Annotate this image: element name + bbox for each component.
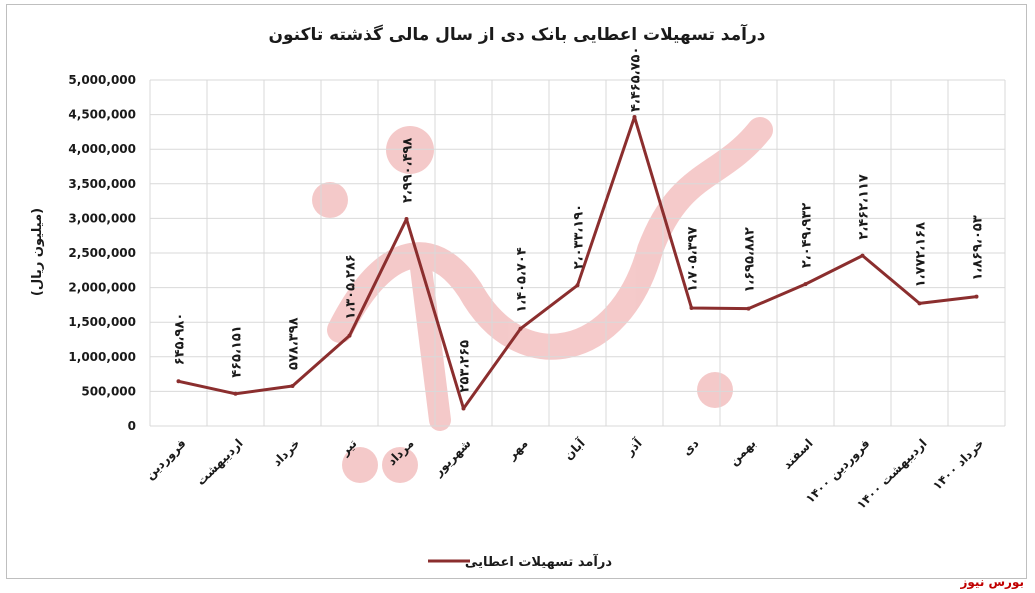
legend-label: درآمد تسهیلات اعطایی [465, 553, 612, 570]
x-category-label: شهریور [430, 436, 474, 480]
plot-series [176, 114, 979, 411]
x-category-label: آذر [621, 435, 645, 459]
watermark-dot [697, 372, 733, 408]
series-point [575, 283, 580, 288]
series-point [404, 217, 409, 222]
watermark-dot [382, 447, 418, 483]
series-point [461, 406, 466, 411]
chart-frame [6, 4, 1027, 579]
data-label: ۱،۸۶۹،۰۵۳ [971, 215, 986, 280]
x-category-label: دی [680, 436, 702, 458]
y-tick-label: 4,000,000 [68, 142, 136, 156]
y-tick-label: 1,500,000 [68, 315, 136, 329]
data-label: ۶۴۵،۹۸۰ [173, 313, 188, 366]
data-label: ۴،۴۶۵،۷۵۰ [629, 47, 644, 112]
chart-title: درآمد تسهیلات اعطایی بانک دی از سال مالی… [268, 23, 765, 45]
y-tick-label: 4,500,000 [68, 108, 136, 122]
data-labels: ۶۴۵،۹۸۰ ۴۶۵،۱۵۱ ۵۷۸،۳۹۸ ۱،۳۰۵،۲۸۶ ۲،۹۹۰،۴۹۸ ۲… [173, 47, 986, 393]
data-label: ۲۵۳،۲۶۵ [458, 340, 473, 393]
y-tick-label: 2,500,000 [68, 246, 136, 260]
series-point [689, 305, 694, 310]
series-point [176, 379, 181, 384]
y-axis-ticks: 0 500,000 1,000,000 1,500,000 2,000,000 2,500… [68, 73, 136, 433]
x-category-label: فروردین [143, 436, 190, 483]
series-point [233, 391, 238, 396]
data-label: ۲،۰۳۳،۱۹۰ [572, 204, 587, 269]
x-category-label: خرداد ۱۴۰۰ [930, 436, 987, 493]
series-point [860, 253, 865, 258]
watermark-dot [342, 447, 378, 483]
series-point [803, 282, 808, 287]
series-point [290, 383, 295, 388]
watermark-logo [312, 117, 773, 483]
x-category-label: بهمن [727, 436, 759, 468]
legend: درآمد تسهیلات اعطایی [428, 553, 612, 570]
y-tick-label: 2,000,000 [68, 281, 136, 295]
data-label: ۱،۷۰۵،۳۹۷ [686, 227, 701, 292]
y-tick-label: 500,000 [81, 384, 136, 398]
series-point [347, 333, 352, 338]
data-label: ۵۷۸،۳۹۸ [287, 317, 302, 370]
x-category-label: مهر [504, 436, 531, 463]
data-label: ۴۶۵،۱۵۱ [230, 325, 245, 378]
data-label: ۲،۹۹۰،۴۹۸ [401, 138, 416, 203]
x-category-label: آبان [560, 435, 588, 463]
y-tick-label: 1,000,000 [68, 350, 136, 364]
y-tick-label: 3,000,000 [68, 211, 136, 225]
series-point [518, 326, 523, 331]
y-tick-label: 5,000,000 [68, 73, 136, 87]
data-label: ۲،۰۴۹،۹۳۲ [800, 203, 815, 268]
data-label: ۲،۴۶۲،۱۱۷ [857, 174, 872, 239]
data-label: ۱،۴۰۵،۷۰۴ [515, 247, 530, 312]
x-category-label: اسفند [780, 436, 816, 472]
data-label: ۱،۳۰۵،۲۸۶ [344, 254, 359, 319]
y-tick-label: 3,500,000 [68, 177, 136, 191]
series-point [632, 114, 637, 119]
series-point [917, 301, 922, 306]
watermark-dot [312, 182, 348, 218]
series-point [974, 294, 979, 299]
y-tick-label: 0 [128, 419, 136, 433]
x-axis-categories: فروردین اردیبهشت خرداد تیر مرداد شهریور مهر آبا… [143, 435, 987, 512]
x-category-label: اردیبهشت [194, 436, 246, 488]
series-point [746, 306, 751, 311]
data-label: ۱،۷۷۲،۱۶۸ [914, 222, 929, 287]
watermark-dot [386, 126, 434, 174]
data-label: ۱،۶۹۵،۸۸۲ [743, 227, 758, 292]
watermark-stroke [409, 249, 451, 431]
grid [149, 79, 1006, 427]
x-category-label: خرداد [270, 436, 303, 469]
y-axis-label: (میلیون ریال) [30, 208, 45, 296]
source-text: بورس نیوز [959, 575, 1024, 590]
